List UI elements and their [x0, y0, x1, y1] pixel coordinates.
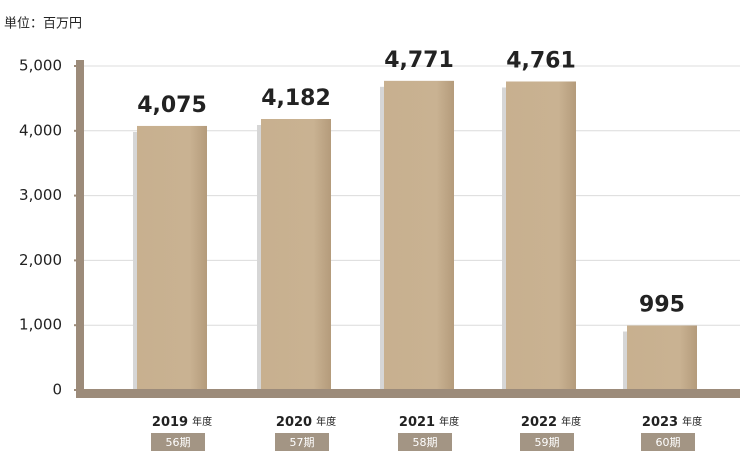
value-label: 4,771 — [384, 48, 454, 73]
period-label: 58期 — [413, 436, 438, 449]
period-label: 56期 — [166, 436, 191, 449]
category: 2020 — [276, 415, 312, 430]
category: 2021 — [399, 415, 435, 430]
value-label: 4,075 — [137, 93, 207, 118]
period-label: 60期 — [656, 436, 681, 449]
x-tick-label: 2023 年度 — [642, 415, 702, 430]
category: 2023 — [642, 415, 678, 430]
category-suffix: 年度 — [316, 415, 336, 428]
category-suffix: 年度 — [439, 415, 459, 428]
period-label: 57期 — [290, 436, 315, 449]
y-tick-label: 1,000 — [19, 316, 62, 334]
category: 2019 — [152, 415, 188, 430]
period-badge — [398, 433, 452, 451]
unit-label: 単位：百万円 — [4, 16, 82, 32]
bar — [384, 80, 454, 390]
bar — [627, 325, 697, 390]
bar — [506, 81, 576, 391]
value-label: 4,182 — [261, 86, 331, 111]
period-badge — [520, 433, 574, 451]
period-label: 59期 — [535, 436, 560, 449]
x-tick-label: 2022 年度 — [521, 415, 581, 430]
period-badge — [641, 433, 695, 451]
y-tick-label: 0 — [52, 381, 62, 399]
x-axis — [76, 389, 740, 398]
y-tick-label: 4,000 — [19, 121, 62, 139]
x-tick-label: 2019 年度 — [152, 415, 212, 430]
y-axis — [76, 60, 84, 390]
bar — [137, 125, 207, 390]
period-badge — [275, 433, 329, 451]
x-tick-label: 2020 年度 — [276, 415, 336, 430]
category-suffix: 年度 — [561, 415, 581, 428]
x-tick-label: 2021 年度 — [399, 415, 459, 430]
y-tick-label: 2,000 — [19, 251, 62, 269]
category-suffix: 年度 — [192, 415, 212, 428]
y-tick-label: 5,000 — [19, 57, 62, 75]
bar — [261, 119, 331, 390]
category-suffix: 年度 — [682, 415, 702, 428]
category: 2022 — [521, 415, 557, 430]
value-label: 995 — [639, 293, 685, 318]
y-tick-label: 3,000 — [19, 186, 62, 204]
value-label: 4,761 — [506, 48, 576, 73]
period-badge — [151, 433, 205, 451]
